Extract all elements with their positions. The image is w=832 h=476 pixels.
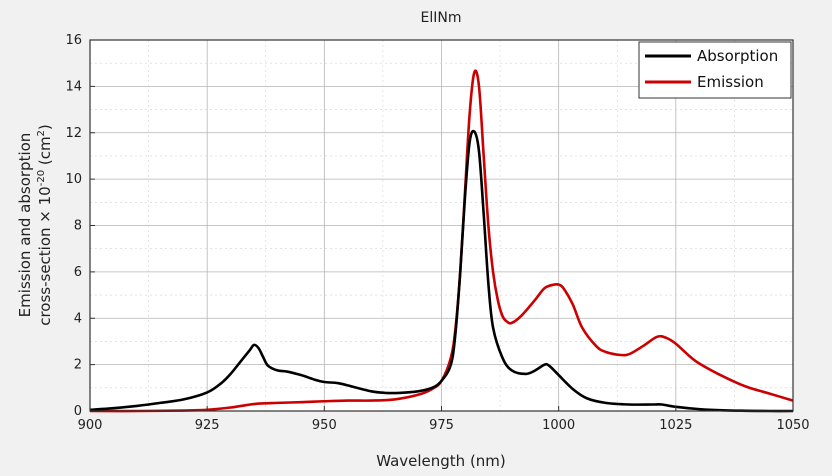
x-tick-label: 925: [195, 418, 220, 433]
y-axis-title: Emission and absorption cross-section × …: [16, 124, 54, 326]
ticks: 900 925 950 975 1000 1025 1050 0 2 4 6 8 10 12 14 16: [65, 33, 809, 433]
x-tick-label: 1000: [542, 418, 575, 433]
y-tick-label: 12: [65, 126, 82, 141]
x-tick-label: 950: [312, 418, 337, 433]
x-tick-label: 1025: [659, 418, 692, 433]
y-tick-label: 8: [74, 219, 82, 234]
legend: Absorption Emission: [638, 41, 792, 99]
x-tick-label: 1050: [776, 418, 809, 433]
x-axis-title: Wavelength (nm): [376, 452, 506, 470]
y-axis-title-exponent: -20: [36, 170, 47, 186]
series-layer: [89, 69, 794, 413]
series-line-absorption: [89, 129, 794, 413]
y-tick-label: 4: [74, 311, 82, 326]
y-tick-label: 6: [74, 265, 82, 280]
y-axis-title-line1: Emission and absorption: [16, 133, 34, 318]
x-tick-label: 900: [78, 418, 103, 433]
x-tick-label: 975: [429, 418, 454, 433]
y-tick-label: 16: [65, 33, 82, 48]
legend-label-emission: Emission: [697, 73, 764, 91]
chart-title: ElINm: [421, 10, 462, 26]
y-axis-title-line2: cross-section × 10-20 (cm2): [36, 124, 54, 326]
y-tick-label: 2: [74, 358, 82, 373]
y-axis-title-close: ): [36, 124, 54, 130]
y-axis-title-unit-exponent: 2: [36, 130, 47, 136]
y-tick-label: 0: [74, 404, 82, 419]
series-line-emission: [89, 69, 794, 413]
y-axis-title-prefix: cross-section × 10: [36, 186, 54, 326]
legend-box: [638, 41, 792, 99]
y-tick-label: 14: [65, 79, 82, 94]
y-axis-title-unit: (cm: [36, 136, 54, 169]
legend-label-absorption: Absorption: [697, 47, 778, 65]
y-tick-label: 10: [65, 172, 82, 187]
